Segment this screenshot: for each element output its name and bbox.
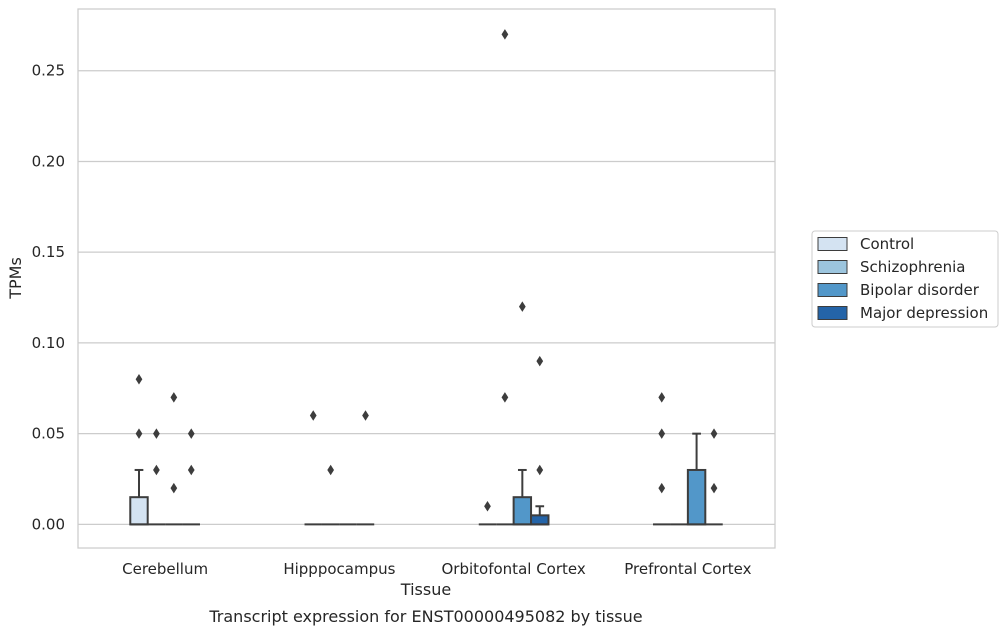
outlier-point (135, 373, 143, 385)
x-axis-ticks: Cerebellum Hipppocampus Orbitofontal Corte… (122, 560, 751, 578)
outlier-point (518, 301, 526, 312)
outlier-point (170, 392, 178, 403)
outlier-point (710, 428, 718, 439)
outlier-point (658, 482, 666, 494)
x-axis-label: Tissue (400, 580, 451, 599)
outlier-point (536, 355, 544, 367)
box-major-depression (356, 410, 375, 526)
outlier-point (501, 392, 509, 403)
y-axis-label: TPMs (6, 257, 25, 300)
y-tick-label: 0.00 (32, 515, 65, 533)
legend: Control Schizophrenia Bipolar disorder Majo… (811, 230, 999, 328)
y-tick-label: 0.20 (32, 152, 65, 170)
x-tick-label: Orbitofontal Cortex (442, 560, 586, 578)
box-bipolar-disorder (512, 301, 533, 526)
gridlines (78, 70, 775, 526)
y-tick-label: 0.15 (32, 243, 65, 261)
legend-swatch (817, 260, 848, 274)
box-schizophrenia (321, 464, 340, 526)
box-control (653, 392, 671, 526)
outlier-point (658, 428, 666, 439)
box-major-depression (705, 428, 723, 526)
legend-swatch (817, 237, 848, 251)
box-body (530, 514, 550, 526)
box-plot-area (129, 29, 723, 526)
legend-label: Major depression (860, 304, 988, 322)
outlier-point (187, 428, 195, 439)
box-major-depression (530, 355, 550, 526)
box-body (686, 468, 707, 526)
outlier-point (187, 464, 195, 476)
x-tick-label: Prefrontal Cortex (624, 560, 751, 578)
outlier-point (501, 29, 509, 40)
legend-swatch (817, 283, 848, 297)
legend-label: Schizophrenia (860, 258, 965, 276)
legend-frame (811, 230, 999, 328)
outlier-point (484, 501, 491, 512)
outlier-point (153, 428, 160, 439)
box-body (512, 496, 533, 526)
box-schizophrenia (496, 29, 514, 526)
legend-swatch (817, 306, 848, 320)
y-tick-label: 0.05 (32, 425, 65, 443)
outlier-point (327, 464, 335, 476)
y-tick-label: 0.25 (32, 62, 65, 80)
box-control (129, 373, 149, 526)
legend-label: Control (860, 235, 914, 253)
box-bipolar-disorder (165, 392, 183, 526)
box-control (304, 410, 322, 526)
x-tick-label: Cerebellum (122, 560, 208, 578)
outlier-point (710, 482, 718, 494)
outlier-point (135, 428, 143, 439)
outlier-point (658, 392, 666, 403)
outlier-point (153, 464, 160, 476)
y-axis-ticks: 0.00 0.05 0.10 0.15 0.20 0.25 (32, 62, 65, 534)
x-tick-label: Hipppocampus (283, 560, 395, 578)
outlier-point (362, 410, 369, 421)
box-major-depression (182, 428, 200, 526)
box-control (478, 501, 497, 526)
box-body (129, 496, 149, 526)
box-schizophrenia (147, 428, 166, 526)
box-bipolar-disorder (686, 432, 707, 526)
outlier-point (170, 482, 178, 494)
y-tick-label: 0.10 (32, 334, 65, 352)
outlier-point (536, 464, 544, 476)
legend-label: Bipolar disorder (860, 281, 980, 299)
chart-caption: Transcript expression for ENST0000049508… (208, 607, 642, 626)
outlier-point (309, 410, 317, 421)
plot-frame (77, 8, 776, 549)
